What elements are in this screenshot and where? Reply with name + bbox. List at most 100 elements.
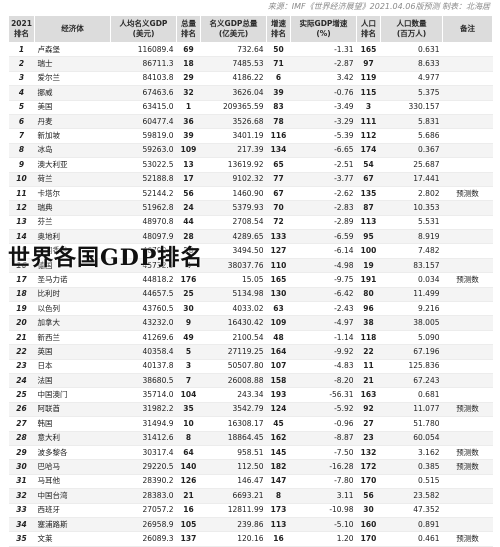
cell-real-growth: -6.42 — [290, 287, 357, 303]
cell-rank: 1 — [8, 42, 35, 58]
cell-population-rank: 191 — [356, 272, 381, 288]
cell-growth-rank: 70 — [266, 200, 291, 216]
cell-population: 9.216 — [380, 301, 443, 317]
cell-rank: 13 — [8, 215, 35, 231]
cell-population: 17.441 — [380, 172, 443, 187]
cell-gdp-per-capita: 46700.3 — [110, 243, 177, 259]
cell-economy: 卡塔尔 — [34, 186, 111, 202]
cell-growth-rank: 67 — [266, 186, 291, 202]
cell-real-growth: -56.31 — [290, 387, 357, 403]
cell-nominal-gdp: 3626.04 — [200, 85, 267, 101]
cell-population: 11.077 — [380, 402, 443, 418]
cell-total-rank: 104 — [176, 387, 201, 403]
cell-population-rank: 100 — [356, 243, 381, 259]
cell-total-rank: 109 — [176, 143, 201, 159]
cell-nominal-gdp: 732.64 — [200, 42, 267, 58]
cell-rank: 10 — [8, 172, 35, 187]
table-row: 24 法国 38680.5 7 26008.88 158 -8.20 21 67.243 — [8, 373, 493, 389]
cell-rank: 20 — [8, 315, 35, 331]
cell-economy: 荷兰 — [34, 172, 111, 187]
cell-note — [442, 143, 493, 159]
cell-nominal-gdp: 4289.65 — [200, 229, 267, 245]
cell-total-rank: 44 — [176, 215, 201, 231]
cell-total-rank: 9 — [176, 315, 201, 331]
table-row: 33 西班牙 27057.2 16 12811.99 173 -10.98 30 47.352 — [8, 503, 493, 518]
header-nominal-gdp: 名义GDP总量 (亿美元) — [200, 15, 267, 43]
cell-population: 4.977 — [380, 71, 443, 87]
cell-gdp-per-capita: 59819.0 — [110, 128, 177, 144]
cell-economy: 英国 — [34, 344, 111, 360]
cell-population: 0.034 — [380, 272, 443, 288]
cell-total-rank: 16 — [176, 503, 201, 518]
cell-real-growth: -1.14 — [290, 330, 357, 346]
cell-economy: 奥地利 — [34, 229, 111, 245]
cell-economy: 圣马力诺 — [34, 272, 111, 288]
cell-total-rank: 17 — [176, 172, 201, 187]
table-row: 35 文莱 26089.3 137 120.16 16 1.20 170 0.461 预测数 — [8, 531, 493, 547]
cell-population: 5.375 — [380, 85, 443, 101]
table-row: 5 美国 63415.0 1 209365.59 83 -3.49 3 330.157 — [8, 100, 493, 115]
cell-rank: 27 — [8, 416, 35, 432]
cell-note — [442, 128, 493, 144]
cell-rank: 4 — [8, 85, 35, 101]
cell-real-growth: -0.76 — [290, 85, 357, 101]
cell-population-rank: 112 — [356, 128, 381, 144]
table-body: 1 卢森堡 116089.4 69 732.64 50 -1.31 165 0.631 2 瑞士 86… — [8, 42, 493, 547]
cell-gdp-per-capita: 31412.6 — [110, 431, 177, 446]
cell-nominal-gdp: 9102.32 — [200, 172, 267, 187]
cell-real-growth: -2.51 — [290, 157, 357, 173]
cell-rank: 7 — [8, 128, 35, 144]
cell-total-rank: 7 — [176, 373, 201, 389]
cell-total-rank: 36 — [176, 114, 201, 130]
cell-gdp-per-capita: 67463.6 — [110, 85, 177, 101]
cell-note — [442, 315, 493, 331]
cell-real-growth: -10.98 — [290, 503, 357, 518]
cell-nominal-gdp: 209365.59 — [200, 100, 267, 115]
cell-economy: 日本 — [34, 359, 111, 374]
cell-total-rank: 69 — [176, 42, 201, 58]
cell-population: 0.367 — [380, 143, 443, 159]
table-row: 34 塞浦路斯 26958.9 105 239.86 113 -5.10 160 0.891 — [8, 517, 493, 533]
table-row: 26 阿联酋 31982.2 35 3542.79 124 -5.92 92 11.077 预测数 — [8, 402, 493, 418]
cell-gdp-per-capita: 116089.4 — [110, 42, 177, 58]
table-row: 12 瑞典 51962.8 24 5379.93 70 -2.83 87 10.353 — [8, 200, 493, 216]
cell-growth-rank: 147 — [266, 474, 291, 490]
table-row: 31 马耳他 28390.2 126 146.47 147 -7.80 170 0.515 — [8, 474, 493, 490]
cell-note — [442, 387, 493, 403]
cell-total-rank: 3 — [176, 359, 201, 374]
cell-rank: 17 — [8, 272, 35, 288]
cell-gdp-per-capita: 38680.5 — [110, 373, 177, 389]
cell-nominal-gdp: 26008.88 — [200, 373, 267, 389]
cell-real-growth: 3.11 — [290, 488, 357, 504]
cell-note: 预测数 — [442, 186, 493, 202]
cell-real-growth: -6.59 — [290, 229, 357, 245]
cell-growth-rank: 164 — [266, 344, 291, 360]
cell-growth-rank: 77 — [266, 172, 291, 187]
cell-note: 预测数 — [442, 402, 493, 418]
cell-total-rank: 4 — [176, 258, 201, 274]
overlay-title: 世界各国GDP排名 — [8, 245, 204, 271]
cell-note — [442, 157, 493, 173]
cell-rank: 18 — [8, 287, 35, 303]
cell-economy: 卢森堡 — [34, 42, 111, 58]
cell-growth-rank: 78 — [266, 114, 291, 130]
cell-note — [442, 215, 493, 231]
cell-nominal-gdp: 12811.99 — [200, 503, 267, 518]
cell-economy: 巴哈马 — [34, 459, 111, 475]
cell-population: 330.157 — [380, 100, 443, 115]
cell-nominal-gdp: 5379.93 — [200, 200, 267, 216]
cell-real-growth: -7.80 — [290, 474, 357, 490]
cell-note — [442, 100, 493, 115]
cell-economy: 德国 — [34, 258, 111, 274]
cell-nominal-gdp: 16430.42 — [200, 315, 267, 331]
cell-population-rank: 96 — [356, 301, 381, 317]
cell-population: 5.531 — [380, 215, 443, 231]
table-row: 9 澳大利亚 53022.5 13 13619.92 65 -2.51 54 25.687 — [8, 157, 493, 173]
cell-population: 8.919 — [380, 229, 443, 245]
table-row: 30 巴哈马 29220.5 140 112.50 182 -16.28 172 0.385 预测… — [8, 459, 493, 475]
cell-rank: 3 — [8, 71, 35, 87]
cell-growth-rank: 65 — [266, 157, 291, 173]
cell-total-rank: 29 — [176, 71, 201, 87]
table-row: 28 意大利 31412.6 8 18864.45 162 -8.87 23 60.054 — [8, 431, 493, 446]
cell-population-rank: 165 — [356, 42, 381, 58]
